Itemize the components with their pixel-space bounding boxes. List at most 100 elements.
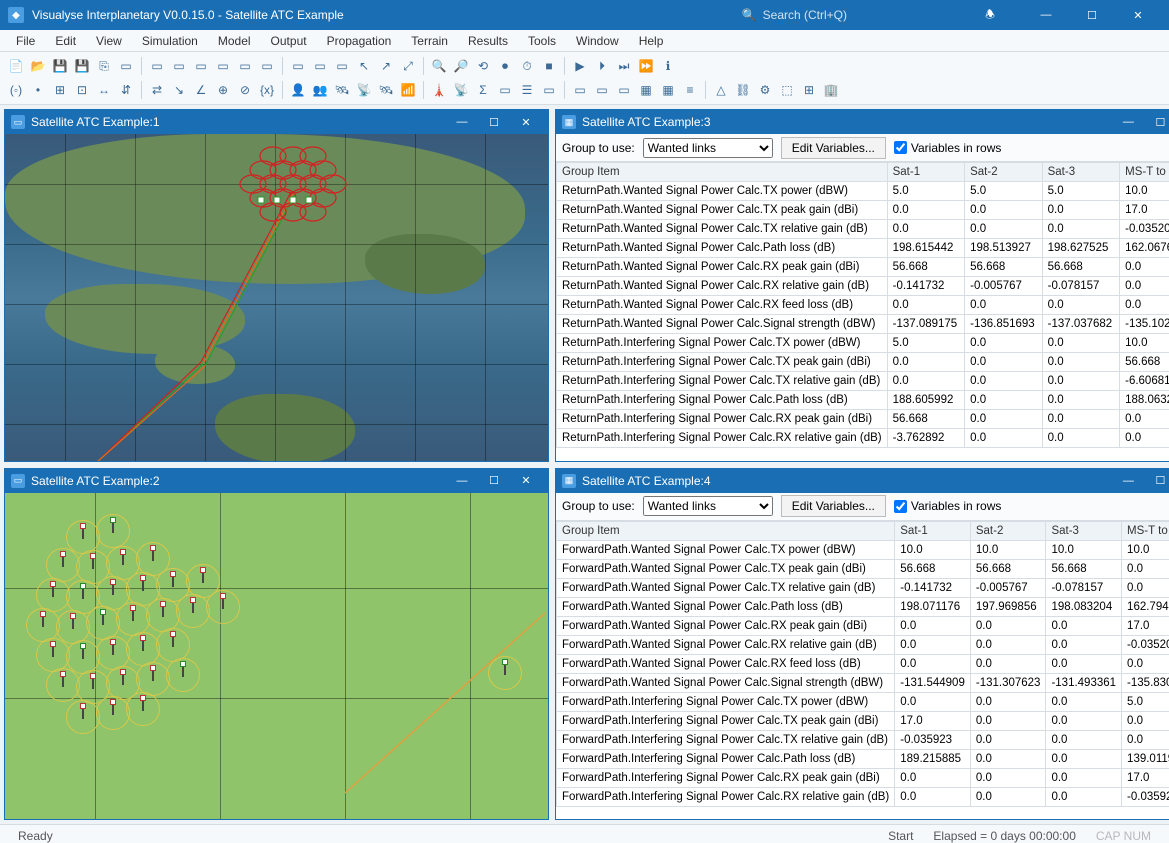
toolbar-button[interactable]: ▦: [636, 80, 656, 100]
maximize-button[interactable]: ☐: [1069, 0, 1115, 30]
child-maximize-1[interactable]: ☐: [478, 110, 510, 134]
table-row[interactable]: ForwardPath.Wanted Signal Power Calc.RX …: [557, 616, 1169, 635]
toolbar-button[interactable]: ⏩: [636, 56, 656, 76]
toolbar-button[interactable]: Σ: [473, 80, 493, 100]
child-header-1[interactable]: ▭ Satellite ATC Example:1 — ☐ ✕: [5, 110, 548, 134]
close-button[interactable]: ✕: [1115, 0, 1161, 30]
table-row[interactable]: ReturnPath.Interfering Signal Power Calc…: [557, 391, 1169, 410]
toolbar-button[interactable]: ▭: [539, 80, 559, 100]
column-header[interactable]: Sat-3: [1046, 521, 1122, 540]
table-row[interactable]: ForwardPath.Wanted Signal Power Calc.RX …: [557, 654, 1169, 673]
child-minimize-1[interactable]: —: [446, 110, 478, 134]
child-close-2[interactable]: ✕: [510, 469, 542, 493]
table-row[interactable]: ForwardPath.Interfering Signal Power Cal…: [557, 768, 1169, 787]
toolbar-button[interactable]: ▭: [257, 56, 277, 76]
table-row[interactable]: ForwardPath.Wanted Signal Power Calc.TX …: [557, 559, 1169, 578]
search-box[interactable]: 🔍 Search (Ctrl+Q): [742, 8, 847, 22]
table-row[interactable]: ReturnPath.Interfering Signal Power Calc…: [557, 334, 1169, 353]
toolbar-button[interactable]: 🔍: [429, 56, 449, 76]
toolbar-button[interactable]: 🛰: [332, 80, 352, 100]
toolbar-button[interactable]: ⎘: [94, 56, 114, 76]
column-header[interactable]: MS-T to BS: [1122, 521, 1169, 540]
toolbar-button[interactable]: 🗼: [429, 80, 449, 100]
child-header-4[interactable]: ▦ Satellite ATC Example:4 — ☐ ✕: [556, 469, 1169, 493]
table-row[interactable]: ForwardPath.Interfering Signal Power Cal…: [557, 730, 1169, 749]
menu-window[interactable]: Window: [566, 32, 629, 50]
column-header[interactable]: Sat-1: [895, 521, 971, 540]
child-maximize-2[interactable]: ☐: [478, 469, 510, 493]
table-row[interactable]: ReturnPath.Wanted Signal Power Calc.RX f…: [557, 296, 1169, 315]
toolbar-button[interactable]: ▭: [169, 56, 189, 76]
toolbar-button[interactable]: ⏭: [614, 56, 634, 76]
table-row[interactable]: ReturnPath.Wanted Signal Power Calc.RX p…: [557, 258, 1169, 277]
table-row[interactable]: ReturnPath.Wanted Signal Power Calc.Sign…: [557, 315, 1169, 334]
table-row[interactable]: ReturnPath.Interfering Signal Power Calc…: [557, 353, 1169, 372]
toolbar-button[interactable]: ⏱: [517, 56, 537, 76]
table-row[interactable]: ReturnPath.Wanted Signal Power Calc.TX p…: [557, 201, 1169, 220]
toolbar-button[interactable]: ⊞: [50, 80, 70, 100]
menu-model[interactable]: Model: [208, 32, 261, 50]
toolbar-button[interactable]: ⟲: [473, 56, 493, 76]
menu-output[interactable]: Output: [261, 32, 317, 50]
menu-simulation[interactable]: Simulation: [132, 32, 208, 50]
toolbar-button[interactable]: 💾: [50, 56, 70, 76]
table-row[interactable]: ReturnPath.Interfering Signal Power Calc…: [557, 410, 1169, 429]
toolbar-button[interactable]: 📶: [398, 80, 418, 100]
child-minimize-4[interactable]: —: [1112, 469, 1144, 493]
child-header-2[interactable]: ▭ Satellite ATC Example:2 — ☐ ✕: [5, 469, 548, 493]
toolbar-button[interactable]: ▶: [570, 56, 590, 76]
column-header[interactable]: Sat-1: [887, 163, 965, 182]
toolbar-button[interactable]: •: [28, 80, 48, 100]
group-select[interactable]: Wanted links: [643, 138, 773, 158]
toolbar-button[interactable]: ℹ: [658, 56, 678, 76]
toolbar-button[interactable]: ▭: [191, 56, 211, 76]
table-row[interactable]: ForwardPath.Wanted Signal Power Calc.RX …: [557, 635, 1169, 654]
table-row[interactable]: ReturnPath.Wanted Signal Power Calc.TX p…: [557, 182, 1169, 201]
toolbar-button[interactable]: ↔: [94, 80, 114, 100]
toolbar-button[interactable]: ▭: [213, 56, 233, 76]
toolbar-button[interactable]: ⇄: [147, 80, 167, 100]
child-close-1[interactable]: ✕: [510, 110, 542, 134]
toolbar-button[interactable]: ▭: [592, 80, 612, 100]
toolbar-button[interactable]: 🔎: [451, 56, 471, 76]
data-grid-4[interactable]: Group ItemSat-1Sat-2Sat-3MS-T to BS▴Forw…: [556, 521, 1169, 820]
table-row[interactable]: ForwardPath.Wanted Signal Power Calc.TX …: [557, 578, 1169, 597]
menu-results[interactable]: Results: [458, 32, 518, 50]
edit-variables-button[interactable]: Edit Variables...: [781, 137, 886, 159]
toolbar-button[interactable]: ⊘: [235, 80, 255, 100]
toolbar-button[interactable]: 👥: [310, 80, 330, 100]
table-row[interactable]: ForwardPath.Interfering Signal Power Cal…: [557, 711, 1169, 730]
column-header[interactable]: Sat-2: [965, 163, 1043, 182]
group-select[interactable]: Wanted links: [643, 496, 773, 516]
child-maximize-4[interactable]: ☐: [1144, 469, 1169, 493]
toolbar-button[interactable]: ⇵: [116, 80, 136, 100]
table-row[interactable]: ForwardPath.Interfering Signal Power Cal…: [557, 749, 1169, 768]
toolbar-button[interactable]: ▭: [147, 56, 167, 76]
minimize-button[interactable]: —: [1023, 0, 1069, 30]
column-header[interactable]: Sat-3: [1042, 163, 1120, 182]
table-row[interactable]: ReturnPath.Wanted Signal Power Calc.TX r…: [557, 220, 1169, 239]
toolbar-button[interactable]: ↖: [354, 56, 374, 76]
child-header-3[interactable]: ▦ Satellite ATC Example:3 — ☐ ✕: [556, 110, 1169, 134]
toolbar-button[interactable]: 📡: [451, 80, 471, 100]
edit-variables-button[interactable]: Edit Variables...: [781, 495, 886, 517]
menu-help[interactable]: Help: [629, 32, 674, 50]
toolbar-button[interactable]: ▭: [570, 80, 590, 100]
toolbar-button[interactable]: ⤢: [398, 56, 418, 76]
child-maximize-3[interactable]: ☐: [1144, 110, 1169, 134]
table-row[interactable]: ForwardPath.Interfering Signal Power Cal…: [557, 692, 1169, 711]
toolbar-button[interactable]: 🛰: [376, 80, 396, 100]
table-row[interactable]: ForwardPath.Wanted Signal Power Calc.Pat…: [557, 597, 1169, 616]
table-row[interactable]: ForwardPath.Wanted Signal Power Calc.Sig…: [557, 673, 1169, 692]
toolbar-button[interactable]: {x}: [257, 80, 277, 100]
column-header[interactable]: Group Item: [557, 163, 888, 182]
column-header[interactable]: Sat-2: [970, 521, 1046, 540]
toolbar-button[interactable]: 🏢: [821, 80, 841, 100]
toolbar-button[interactable]: ∠: [191, 80, 211, 100]
toolbar-button[interactable]: ▭: [288, 56, 308, 76]
toolbar-button[interactable]: ⚙: [755, 80, 775, 100]
toolbar-button[interactable]: ▭: [332, 56, 352, 76]
toolbar-button[interactable]: ⊡: [72, 80, 92, 100]
column-header[interactable]: Group Item: [557, 521, 895, 540]
toolbar-button[interactable]: ▭: [495, 80, 515, 100]
